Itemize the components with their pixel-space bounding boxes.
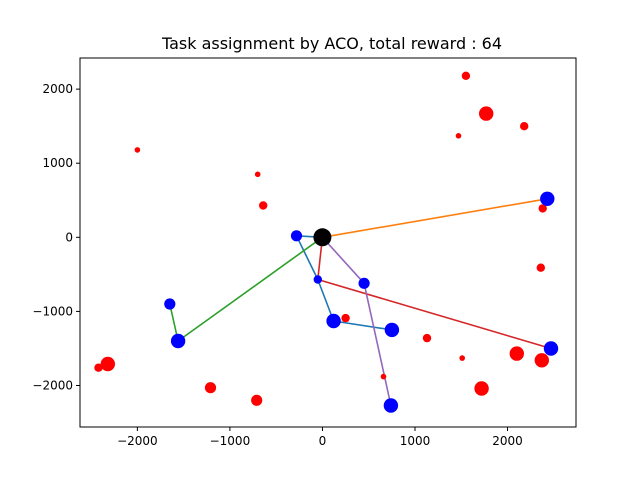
unassigned-task-point-3 (520, 122, 529, 131)
plot-frame (79, 57, 577, 428)
task-points (94, 71, 559, 413)
assigned-task-point-4 (358, 277, 370, 289)
unassigned-task-point-2 (479, 106, 494, 121)
unassigned-task-point-9 (536, 263, 545, 272)
assigned-task-point-6 (384, 322, 400, 338)
y-tick-label: 0 (65, 230, 73, 244)
assigned-task-point-7 (164, 298, 176, 310)
y-tick-label: −2000 (32, 379, 73, 393)
y-tick-label: 1000 (42, 156, 73, 170)
unassigned-task-point-20 (474, 381, 489, 396)
unassigned-task-point-11 (422, 333, 432, 343)
unassigned-task-point-12 (509, 346, 524, 361)
depot-point (313, 228, 332, 247)
x-tick-label: 1000 (400, 434, 431, 448)
unassigned-task-point-5 (134, 147, 141, 153)
unassigned-task-point-8 (538, 204, 547, 213)
x-tick-label: −1000 (210, 434, 251, 448)
unassigned-task-point-15 (100, 356, 116, 372)
y-tick-label: 2000 (42, 82, 73, 96)
assigned-task-point-10 (383, 398, 399, 413)
assigned-task-point-2 (290, 230, 303, 242)
x-tick-label: −2000 (117, 434, 158, 448)
unassigned-task-point-19 (251, 394, 263, 406)
assigned-task-point-9 (543, 341, 559, 356)
unassigned-task-point-4 (455, 133, 462, 139)
assigned-task-point-8 (170, 333, 186, 349)
unassigned-task-point-6 (254, 171, 261, 178)
x-tick-label: 2000 (492, 434, 523, 448)
unassigned-task-point-17 (380, 373, 387, 380)
chart-title: Task assignment by ACO, total reward : 6… (161, 34, 502, 53)
route-line-2 (322, 198, 548, 239)
assigned-task-point-5 (326, 313, 341, 329)
unassigned-task-point-7 (259, 201, 268, 210)
unassigned-task-point-18 (204, 382, 217, 394)
unassigned-task-point-13 (534, 353, 549, 368)
assigned-task-point-1 (540, 191, 555, 206)
axes: −2000 −1000 0 1000 2000 −2000 −1000 0 1000 2000 (32, 57, 577, 448)
assigned-task-point-3 (313, 275, 322, 284)
x-tick-label: 0 (319, 434, 327, 448)
unassigned-task-point-1 (461, 71, 471, 81)
unassigned-task-point-10 (341, 313, 350, 323)
unassigned-task-point-16 (94, 363, 103, 372)
unassigned-task-point-14 (459, 355, 466, 361)
y-tick-label: −1000 (32, 304, 73, 318)
